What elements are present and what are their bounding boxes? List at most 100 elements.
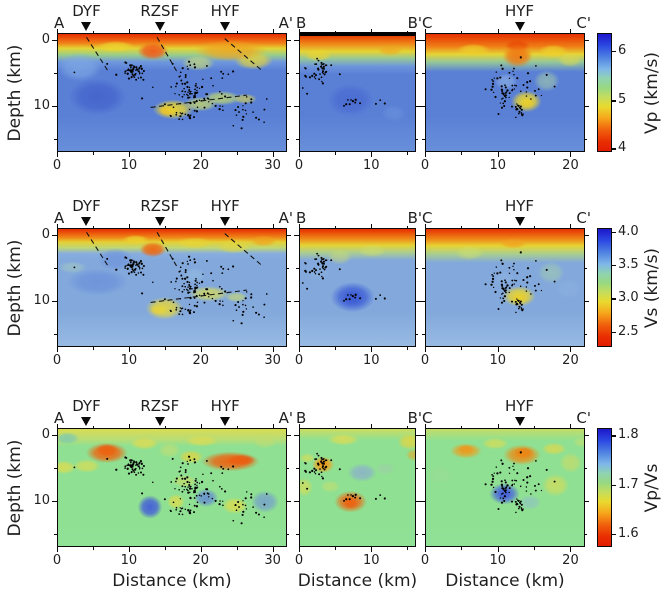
depth-major-tick-right [585,234,589,236]
fault-label-vpvs-A-HYF: HYF [210,397,240,415]
depth-minor-tick-right [585,267,587,269]
colorbar-tick [612,264,616,267]
panel-vs-B [299,228,416,347]
fault-trace-line-vp-A-1 [156,36,179,74]
depth-major-tick-right [287,500,291,502]
x-tick-label-vpvs-B-10: 10 [362,553,380,568]
depth-major-tick-right [585,39,589,41]
x-tick-label-vs-A-20: 20 [192,353,210,368]
depth-minor-tick-right [416,467,418,469]
fault-label-vpvs-A-DYF: DYF [72,397,101,415]
depth-minor-tick [422,467,425,469]
x-minor-tick-top [461,426,463,428]
x-major-tick-top [272,224,274,228]
section-end-label-vp-A: A' [278,14,293,32]
fault-marker-triangle-icon [154,22,165,31]
x-minor-tick [461,152,463,155]
depth-major-tick [52,500,57,502]
depth-minor-tick-right [287,72,289,74]
x-major-tick-top [200,224,202,228]
x-major-tick [299,547,300,552]
events-overlay-vs-C [484,251,556,314]
section-end-label-vpvs-A: A' [278,409,293,427]
x-tick-label-vs-B-0: 0 [294,353,304,368]
x-tick-label-vpvs-A-20: 20 [192,553,210,568]
x-major-tick [57,347,58,352]
section-start-label-vs-B: B [296,209,307,227]
x-minor-tick [236,547,238,550]
colorbar-tick-label-vs-3: 2.5 [618,323,639,339]
x-tick-label-vpvs-A-30: 30 [264,553,281,568]
depth-major-tick [294,500,299,502]
colorbar-tick-label-vp-0: 6 [618,42,627,58]
depth-minor-tick-right [287,533,289,535]
depth-tick-label-vp-0: 0 [41,31,50,47]
fault-label-vs-A-HYF: HYF [210,197,240,215]
x-major-tick [570,347,572,352]
depth-tick-label-vs-0: 0 [41,226,50,242]
x-axis-label-B: Distance (km) [297,571,418,591]
x-minor-tick-top [534,426,536,428]
x-minor-tick [335,152,337,155]
fault-label-vp-A-DYF: DYF [72,2,101,20]
x-major-tick-top [57,224,58,228]
depth-minor-tick-right [416,138,418,140]
x-major-tick-top [200,29,202,33]
fault-marker-triangle-icon [220,22,231,31]
x-minor-tick-top [461,226,463,228]
panel-vpvs-A [57,428,287,547]
colorbar-tick-label-vp-1: 5 [618,92,627,108]
depth-major-tick [420,105,425,107]
surface-bar-vp-B [299,32,416,36]
colorbar-tick [612,331,616,334]
x-minor-tick [236,347,238,350]
depth-major-tick-right [416,105,420,107]
depth-tick-label-vpvs-0: 0 [41,426,50,442]
section-start-label-vpvs-C: C [422,409,433,427]
x-major-tick-top [128,29,130,33]
colorbar-tick [612,148,616,150]
colorbar-tick [612,50,616,53]
section-start-label-vpvs-A: A [54,409,65,427]
x-tick-label-vp-B-0: 0 [294,158,304,173]
x-minor-tick [164,152,166,155]
depth-minor-tick [54,467,57,469]
panel-vs-A [57,228,287,347]
panel-vp-A [57,33,287,152]
x-major-tick-top [57,424,58,428]
x-tick-label-vp-A-20: 20 [192,158,210,173]
depth-minor-tick [296,267,299,269]
depth-major-tick-right [287,39,291,41]
x-major-tick [128,547,130,552]
depth-minor-tick-right [416,533,418,535]
x-minor-tick [236,152,238,155]
x-minor-tick-top [164,31,166,33]
fault-marker-triangle-icon [220,417,231,426]
section-end-label-vp-B: B' [407,14,422,32]
x-minor-tick-top [92,426,94,428]
colorbar-tick-label-vp-2: 4 [618,140,627,156]
x-major-tick [425,347,426,352]
x-major-tick-top [371,29,373,33]
x-major-tick [425,152,426,157]
events-overlay-vpvs-A [73,455,268,525]
depth-major-tick-right [585,105,589,107]
depth-minor-tick [54,533,57,535]
fault-label-vp-A-HYF: HYF [210,2,240,20]
x-major-tick [299,152,300,157]
x-major-tick [497,547,499,552]
x-minor-tick [335,547,337,550]
colorbar-label-vpvs: Vp/Vs [642,463,662,512]
x-minor-tick [164,347,166,350]
x-minor-tick [164,547,166,550]
colorbar-tick-label-vs-1: 3.5 [618,256,639,272]
depth-minor-tick [422,533,425,535]
panel-vpvs-C [425,428,585,547]
fault-marker-triangle-icon [154,217,165,226]
depth-minor-tick [422,333,425,335]
x-tick-label-vpvs-A-10: 10 [120,553,138,568]
x-major-tick [497,347,499,352]
depth-minor-tick-right [585,533,587,535]
x-minor-tick [534,347,536,350]
